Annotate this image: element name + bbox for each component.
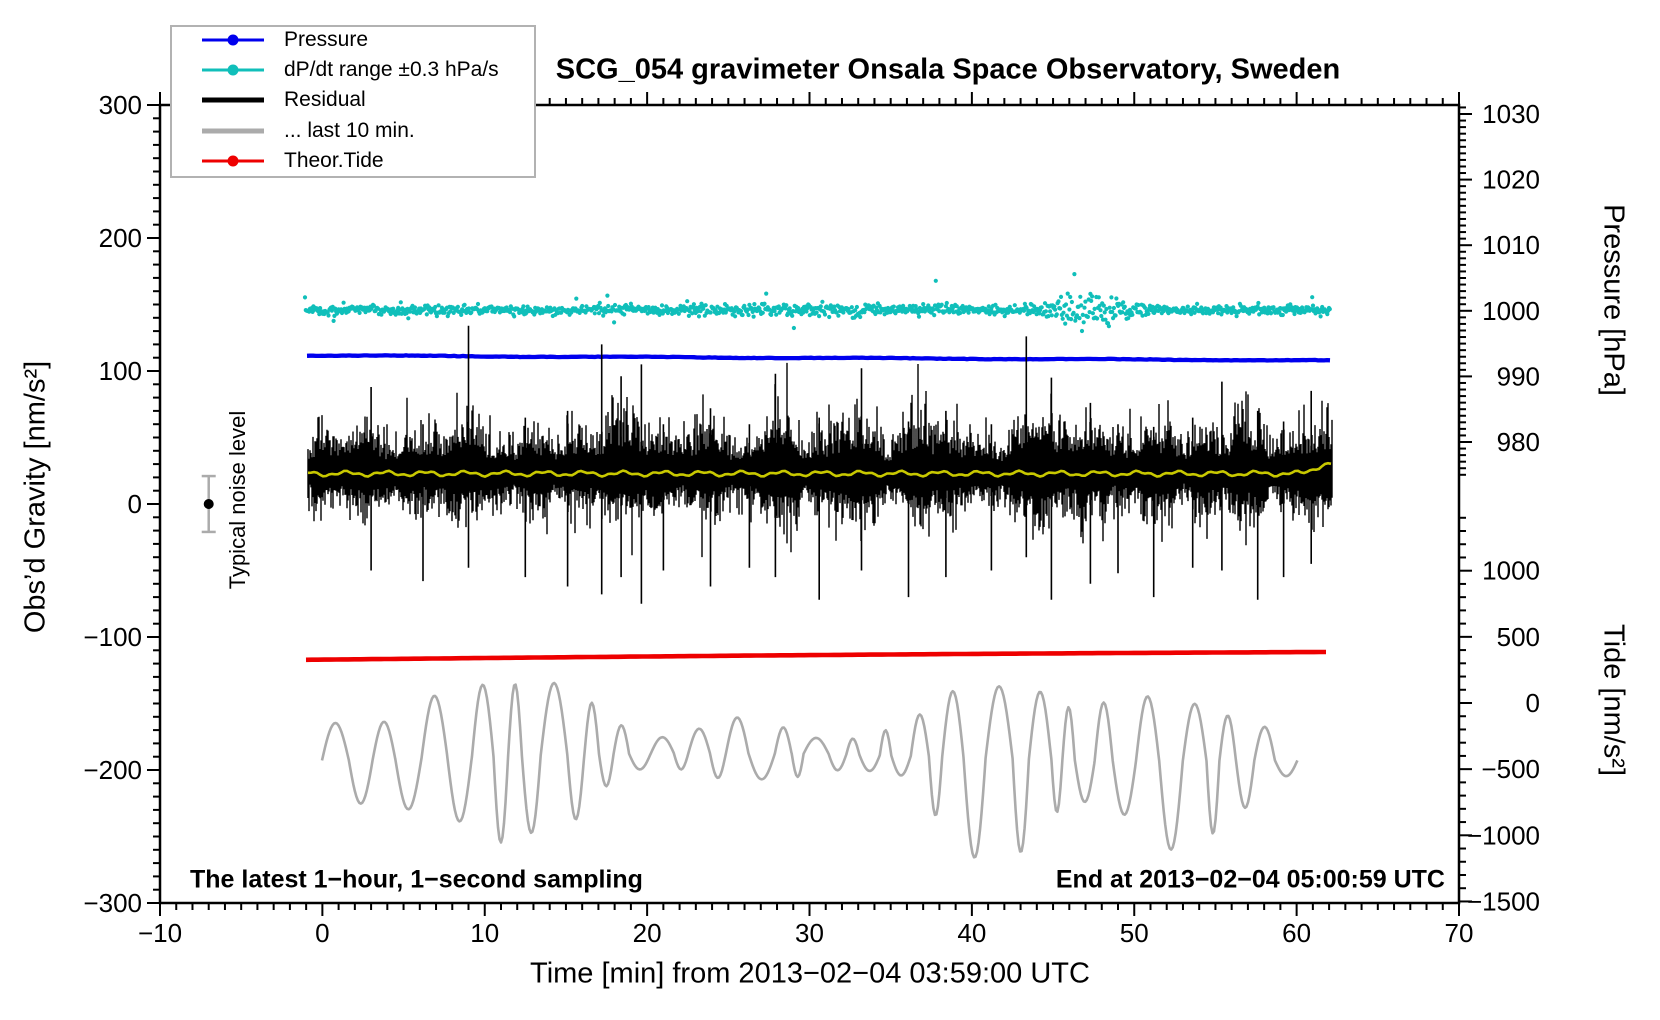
svg-text:1020: 1020 (1482, 165, 1540, 195)
svg-text:20: 20 (633, 918, 662, 948)
plot-frame (158, 103, 1461, 905)
series-residual-spikes (370, 325, 1312, 604)
left-axis-label: Obs’d Gravity [nm/s²] (19, 360, 52, 634)
legend-item-last10min: ... last 10 min. (172, 119, 534, 142)
svg-text:1010: 1010 (1482, 230, 1540, 260)
legend-item-dpdt: dP/dt range ±0.3 hPa/s (172, 58, 534, 81)
end-time-note: End at 2013−02−04 05:00:59 UTC (1055, 865, 1445, 894)
theor-tide-line-dot-icon (202, 150, 264, 172)
pressure-axis-label: Pressure [hPa] (1597, 204, 1630, 396)
svg-text:500: 500 (1497, 622, 1540, 652)
chart-title: SCG_054 gravimeter Onsala Space Observat… (555, 53, 1341, 86)
svg-text:990: 990 (1497, 361, 1540, 391)
svg-text:70: 70 (1445, 918, 1474, 948)
svg-text:10: 10 (470, 918, 499, 948)
svg-text:100: 100 (99, 356, 142, 386)
dpdt-line-dot-icon (202, 59, 264, 81)
svg-text:0: 0 (315, 918, 329, 948)
pressure-line-dot-icon (202, 29, 264, 51)
svg-text:−500: −500 (1481, 754, 1540, 784)
svg-text:−10: −10 (138, 918, 182, 948)
svg-text:50: 50 (1120, 918, 1149, 948)
svg-text:1000: 1000 (1482, 556, 1540, 586)
legend-label: Theor.Tide (284, 149, 384, 172)
svg-text:60: 60 (1282, 918, 1311, 948)
svg-text:−100: −100 (83, 622, 142, 652)
legend-label: dP/dt range ±0.3 hPa/s (284, 58, 499, 81)
legend: Pressure dP/dt range ±0.3 hPa/s Residual… (170, 25, 536, 178)
svg-text:1030: 1030 (1482, 99, 1540, 129)
series-dpdt-scatter (302, 272, 1332, 334)
residual-line-icon (202, 89, 264, 111)
legend-label: Pressure (284, 28, 369, 51)
tide-axis-label: Tide [nm/s²] (1597, 623, 1630, 777)
svg-text:−200: −200 (83, 755, 142, 785)
axis-ticks (147, 92, 1472, 916)
svg-text:1000: 1000 (1482, 296, 1540, 326)
x-axis-label: Time [min] from 2013−02−04 03:59:00 UTC (530, 957, 1090, 990)
series-theor-tide (305, 649, 1326, 663)
svg-text:−1000: −1000 (1467, 820, 1540, 850)
legend-label: Residual (284, 88, 366, 111)
series-residual-last10min (320, 681, 1299, 859)
legend-item-theor-tide: Theor.Tide (172, 149, 534, 172)
svg-text:−300: −300 (83, 888, 142, 918)
svg-text:0: 0 (128, 489, 142, 519)
sampling-note: The latest 1−hour, 1−second sampling (190, 865, 643, 894)
svg-text:30: 30 (795, 918, 824, 948)
noise-level-marker (201, 474, 216, 534)
svg-text:200: 200 (99, 223, 142, 253)
tick-labels: −10 0 10 20 30 40 50 60 703002001000−100−200−300… (83, 90, 1540, 948)
svg-text:40: 40 (957, 918, 986, 948)
series-residual-smoothed (307, 461, 1332, 478)
svg-text:300: 300 (99, 90, 142, 120)
noise-level-label: Typical noise level (225, 410, 250, 590)
legend-item-residual: Residual (172, 88, 534, 111)
last10min-line-icon (202, 120, 264, 142)
svg-text:−1500: −1500 (1467, 886, 1540, 916)
series-pressure (306, 353, 1331, 363)
legend-label: ... last 10 min. (284, 119, 415, 142)
legend-item-pressure: Pressure (172, 28, 534, 51)
svg-text:0: 0 (1526, 688, 1540, 718)
svg-text:980: 980 (1497, 427, 1540, 457)
